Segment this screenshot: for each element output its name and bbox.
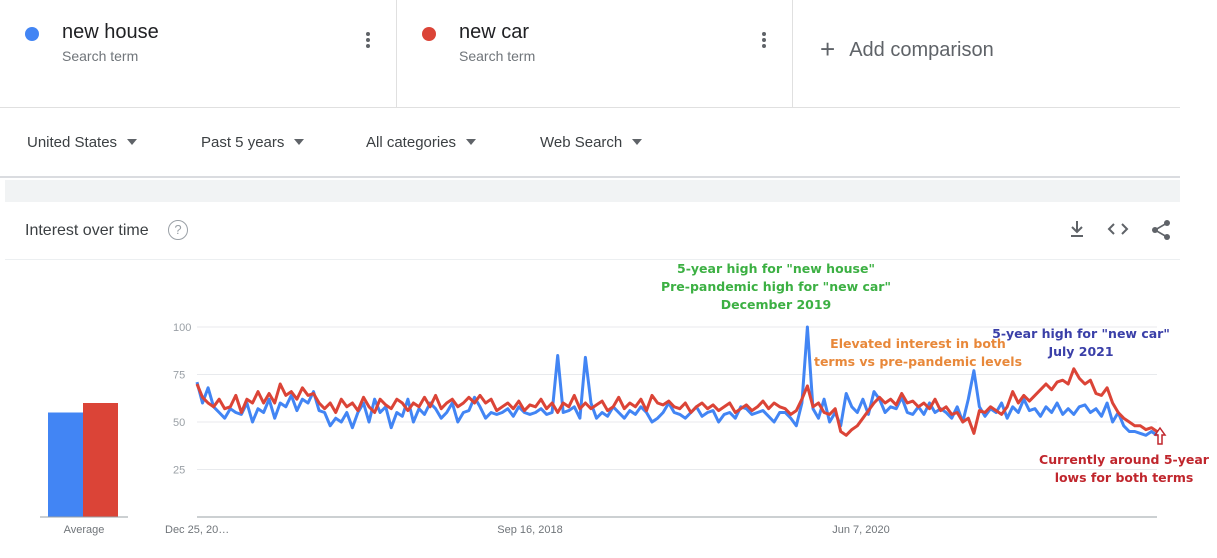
help-icon[interactable]: ? xyxy=(168,220,188,240)
time-range-dropdown[interactable]: Past 5 years xyxy=(201,134,305,151)
y-tick-label: 75 xyxy=(173,370,185,382)
x-tick-label: Dec 25, 20… xyxy=(165,524,229,536)
add-comparison-label: Add comparison xyxy=(849,39,994,61)
search-terms-bar: new house Search term new car Search ter… xyxy=(0,0,1180,108)
term-subtitle: Search term xyxy=(459,48,536,64)
add-comparison-button[interactable]: + Add comparison xyxy=(820,32,994,64)
average-bars: Average xyxy=(40,403,128,536)
share-icon[interactable] xyxy=(1150,219,1172,246)
annotation-text: 5-year high for "new car" xyxy=(992,326,1170,341)
annotation-text: lows for both terms xyxy=(1055,470,1194,485)
series-line xyxy=(195,325,1158,437)
y-tick-label: 100 xyxy=(173,322,191,334)
interest-over-time-chart: Average 25 50 75 100 Dec 25, 20… Sep 16, 201… xyxy=(40,261,1210,536)
term-name[interactable]: new house xyxy=(62,21,159,43)
annotation-text: 5-year high for "new house" xyxy=(677,261,875,276)
region-label: United States xyxy=(27,134,118,151)
caret-down-icon xyxy=(127,139,138,145)
divider-band xyxy=(5,180,1180,202)
chart-series xyxy=(195,325,1158,437)
chart-annotations: 5-year high for "new house" Pre-pandemic … xyxy=(661,261,1210,485)
chart-grid: 25 50 75 100 xyxy=(173,322,1157,518)
annotation-text: July 2021 xyxy=(1047,344,1113,359)
annotation-text: Pre-pandemic high for "new car" xyxy=(661,279,891,294)
term-card-new-car[interactable]: new car Search term xyxy=(397,0,793,108)
average-label: Average xyxy=(64,524,105,536)
embed-code-icon[interactable] xyxy=(1106,219,1130,244)
arrow-up-icon xyxy=(1153,426,1167,445)
x-tick-label: Sep 16, 2018 xyxy=(497,524,562,536)
section-title: Interest over time xyxy=(25,222,149,239)
caret-down-icon xyxy=(294,139,305,145)
region-dropdown[interactable]: United States xyxy=(27,134,138,151)
term-subtitle: Search term xyxy=(62,48,139,64)
annotation-text: Elevated interest in both xyxy=(830,336,1006,351)
term-card-new-house[interactable]: new house Search term xyxy=(0,0,397,108)
caret-down-icon xyxy=(632,139,643,145)
x-axis-labels: Dec 25, 20… Sep 16, 2018 Jun 7, 2020 xyxy=(165,524,890,536)
category-dropdown[interactable]: All categories xyxy=(366,134,477,151)
term-color-dot xyxy=(422,27,436,41)
caret-down-icon xyxy=(466,139,477,145)
more-options-icon[interactable] xyxy=(366,32,370,50)
filter-bar: United States Past 5 years All categorie… xyxy=(0,108,1180,178)
search-type-dropdown[interactable]: Web Search xyxy=(540,134,643,151)
y-tick-label: 25 xyxy=(173,465,185,477)
plus-icon: + xyxy=(820,34,836,64)
more-options-icon[interactable] xyxy=(762,32,766,50)
section-divider xyxy=(5,259,1180,260)
annotation-text: Currently around 5-year xyxy=(1039,452,1210,467)
annotation-text: terms vs pre-pandemic levels xyxy=(814,354,1022,369)
time-range-label: Past 5 years xyxy=(201,134,285,151)
average-bar xyxy=(83,403,118,517)
term-name[interactable]: new car xyxy=(459,21,530,43)
search-type-label: Web Search xyxy=(540,134,623,151)
series-line xyxy=(195,367,1158,437)
y-tick-label: 50 xyxy=(173,417,185,429)
term-color-dot xyxy=(25,27,39,41)
category-label: All categories xyxy=(366,134,457,151)
download-icon[interactable] xyxy=(1068,219,1086,244)
average-bar xyxy=(48,412,83,517)
x-tick-label: Jun 7, 2020 xyxy=(832,524,890,536)
annotation-text: December 2019 xyxy=(721,297,832,312)
